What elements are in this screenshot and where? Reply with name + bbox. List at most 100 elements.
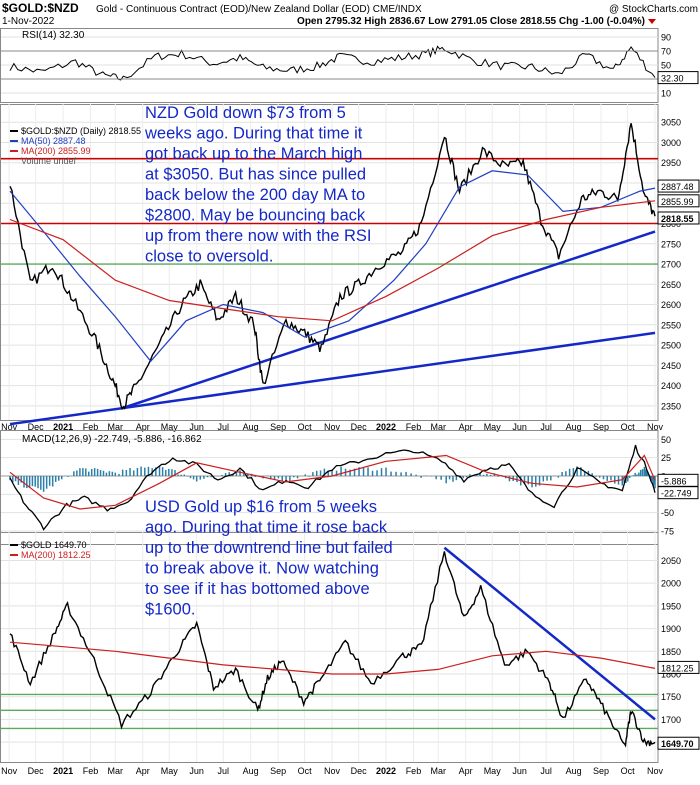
x-tick-label: Jun [512, 766, 527, 776]
y-tick-label: 2550 [661, 320, 681, 330]
y-tick-label: 25 [661, 453, 671, 463]
x-tick-label: 2021 [53, 766, 73, 776]
y-tick-label: 1850 [661, 647, 681, 657]
x-tick-label: May [484, 422, 502, 432]
x-tick-label: May [161, 766, 179, 776]
panel-frame [0, 532, 659, 763]
x-tick-label: Apr [136, 766, 150, 776]
nzd-annotation-line: $2800. May be bouncing back [145, 207, 366, 225]
usd-annotation-line: to see if it has bottomed above [145, 580, 370, 598]
y-tick-label: 70 [661, 47, 671, 57]
panel-title: RSI(14) 32.30 [22, 30, 85, 41]
usd-annotation-line: ago. During that time it rose back [145, 519, 388, 537]
nzd-annotation-line: back below the 200 day MA to [145, 186, 365, 204]
x-tick-label: Apr [459, 422, 473, 432]
x-tick-label: May [161, 422, 179, 432]
x-tick-label: Mar [108, 766, 124, 776]
x-tick-label: Jun [512, 422, 527, 432]
legend-label: Volume undef [21, 156, 77, 166]
last-value-label: 32.30 [661, 74, 684, 84]
y-tick-label: 2000 [661, 579, 681, 589]
symbol-title: $GOLD:$NZD [2, 1, 79, 15]
x-tick-label: Sep [270, 766, 286, 776]
x-tick-label: Feb [406, 422, 422, 432]
y-tick-label: 2500 [661, 341, 681, 351]
y-tick-label: 1800 [661, 669, 681, 679]
x-tick-label: Jul [540, 422, 552, 432]
x-tick-label: Sep [593, 766, 609, 776]
date-label: 1-Nov-2022 [2, 16, 55, 27]
x-tick-label: 2022 [376, 766, 396, 776]
price-line [9, 123, 656, 411]
x-tick-label: Jul [217, 766, 229, 776]
usd-annotation-line: up to the downtrend line but failed [145, 539, 393, 557]
y-tick-label: 2050 [661, 556, 681, 566]
last-value-label: 2818.55 [661, 214, 694, 224]
x-tick-label: Nov [1, 766, 18, 776]
x-tick-label: Mar [430, 766, 446, 776]
panel-nzd_price: 2350240024502500255026002650270027502800… [0, 104, 700, 432]
panel-title: MACD(12,26,9) -22.749, -5.886, -16.862 [22, 434, 202, 445]
nzd-annotation-line: at $3050. But has since pulled [145, 166, 366, 184]
y-tick-label: 2400 [661, 381, 681, 391]
last-value-label: 2855.99 [661, 197, 694, 207]
y-tick-label: 2750 [661, 239, 681, 249]
ma200-line [9, 641, 656, 675]
last-value-box [657, 179, 700, 193]
last-value-label: 2887.48 [661, 182, 694, 192]
x-tick-label: Nov [647, 422, 664, 432]
x-tick-label: Aug [243, 766, 259, 776]
trendline [9, 331, 656, 426]
last-value-box [657, 660, 700, 674]
x-tick-label: Apr [459, 766, 473, 776]
down-arrow-icon [648, 19, 656, 24]
nzd-annotation-line: weeks ago. During that time it [144, 125, 363, 143]
last-value-box [657, 71, 699, 85]
last-value-box [657, 736, 700, 750]
x-tick-label: Jul [540, 766, 552, 776]
x-tick-label: Dec [28, 422, 45, 432]
nzd-annotation-line: got back up to the March high [145, 145, 362, 163]
y-tick-label: 2950 [661, 158, 681, 168]
nzd-annotation-line: NZD Gold down $73 from 5 [145, 104, 346, 122]
last-value-label: 1812.25 [661, 663, 694, 673]
y-tick-label: 10 [661, 89, 671, 99]
x-tick-label: Oct [298, 766, 313, 776]
x-tick-label: Jun [189, 422, 204, 432]
x-tick-label: Nov [324, 766, 341, 776]
last-value-box [657, 211, 700, 225]
x-tick-label: Nov [1, 422, 18, 432]
x-tick-label: Nov [324, 422, 341, 432]
x-tick-label: Dec [28, 766, 45, 776]
y-tick-label: 90 [661, 33, 671, 43]
x-tick-label: Feb [406, 766, 422, 776]
y-tick-label: 2350 [661, 401, 681, 411]
ohlc-text: Open 2795.32 High 2836.67 Low 2791.05 Cl… [297, 16, 645, 27]
nzd-annotation-line: close to oversold. [145, 248, 273, 266]
x-tick-label: Mar [430, 422, 446, 432]
trendline [122, 230, 656, 410]
nzd-annotation-line: up from there now with the RSI [145, 227, 372, 245]
ma50-line [9, 170, 656, 363]
trendline [443, 546, 656, 721]
x-tick-label: Nov [647, 766, 664, 776]
x-tick-label: Oct [621, 422, 636, 432]
symbol-description: Gold - Continuous Contract (EOD)/New Zea… [96, 4, 422, 15]
price-line [9, 551, 656, 748]
macd-line [9, 444, 656, 531]
legend-label: $GOLD:$NZD (Daily) 2818.55 [21, 126, 141, 136]
x-tick-label: Apr [136, 422, 150, 432]
y-tick-label: 2700 [661, 260, 681, 270]
y-tick-label: 2650 [661, 280, 681, 290]
y-tick-label: 3050 [661, 118, 681, 128]
legend-label: $GOLD 1649.70 [21, 540, 87, 550]
y-tick-label: 1950 [661, 601, 681, 611]
x-tick-label: Sep [270, 422, 286, 432]
x-tick-label: Jun [189, 766, 204, 776]
panel-macd: -75-50-2502550MACD(12,26,9) -22.749, -5.… [0, 430, 699, 545]
x-tick-label: Mar [108, 422, 124, 432]
legend-label: MA(50) 2887.48 [21, 136, 86, 146]
x-tick-label: Aug [566, 422, 582, 432]
last-value-label: 1649.70 [661, 739, 694, 749]
